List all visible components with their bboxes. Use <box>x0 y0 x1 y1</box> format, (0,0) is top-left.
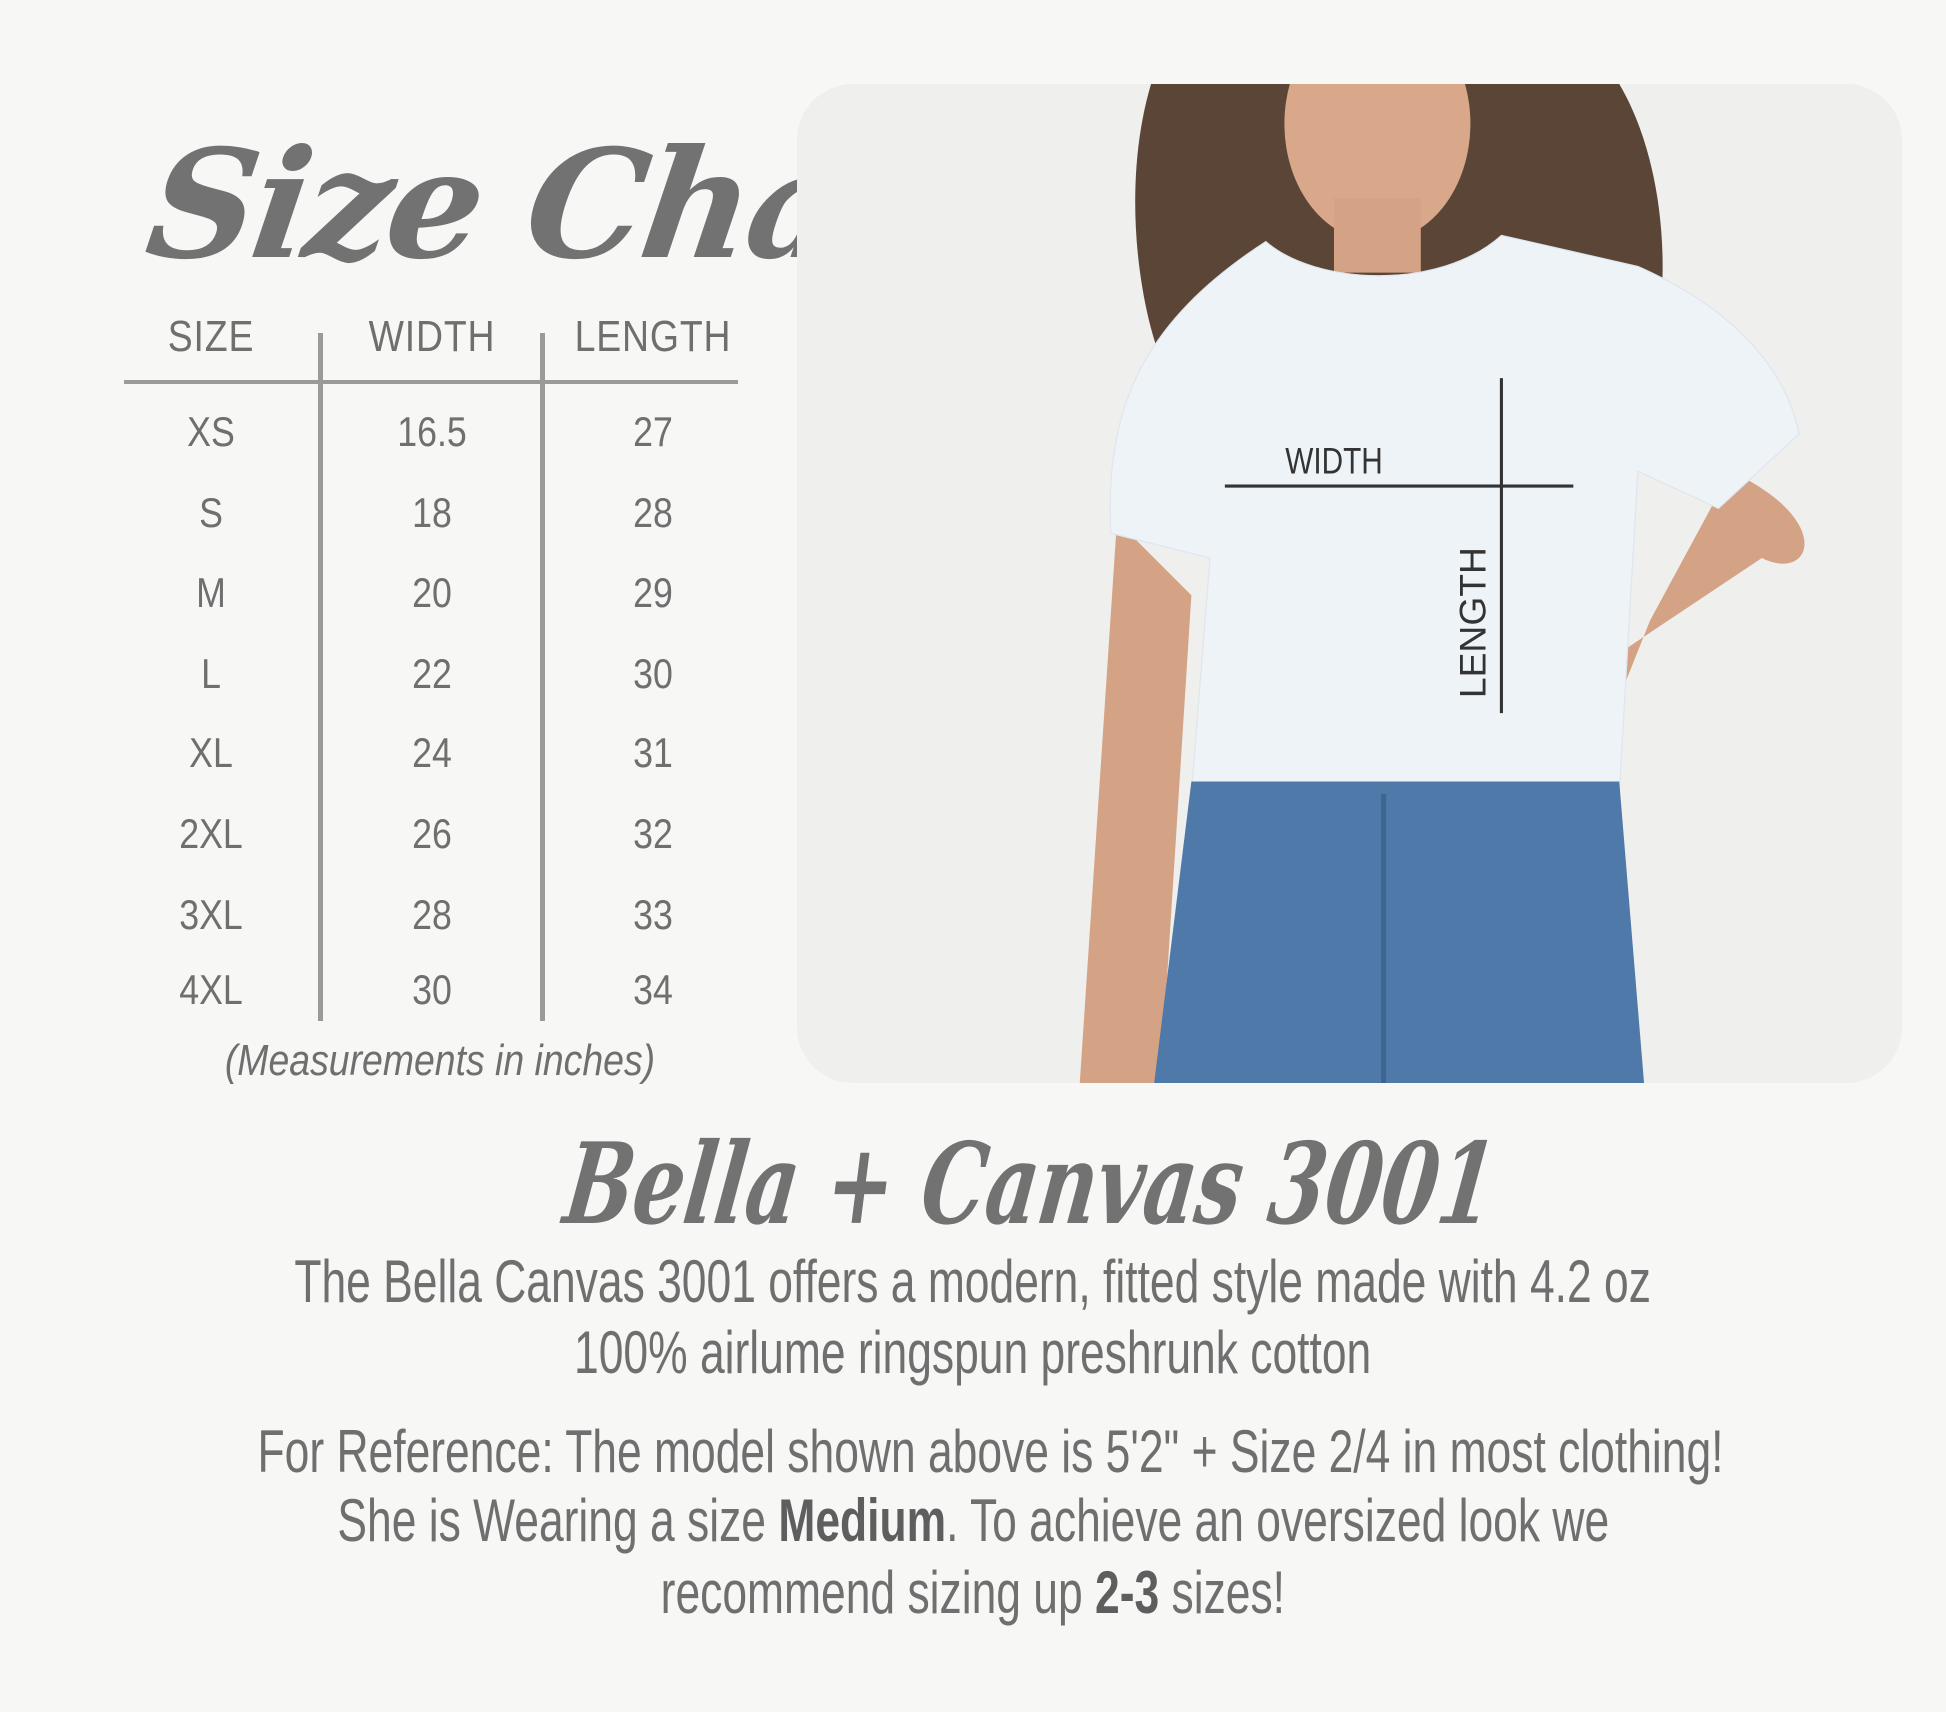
reference-text: For Reference: The model shown above is … <box>257 1418 1724 1485</box>
size-chart-title: Size Chart <box>137 117 995 293</box>
reference-text: . To achieve an oversized look we <box>945 1487 1609 1554</box>
width-cell: 18 <box>412 489 452 536</box>
brand-title: Bella + Canvas 3001 <box>557 1119 1504 1250</box>
header-size: SIZE <box>167 312 255 361</box>
description-text: 100% airlume ringspun preshrunk cotton <box>574 1319 1372 1386</box>
measurement-note: (Measurements in inches) <box>224 1036 656 1085</box>
header-width: WIDTH <box>368 312 496 361</box>
column-divider <box>318 333 323 1021</box>
width-cell: 28 <box>412 891 452 938</box>
length-cell: 33 <box>633 891 673 938</box>
reference-text: recommend sizing up <box>660 1559 1096 1626</box>
size-cell: 3XL <box>179 891 243 938</box>
width-cell: 22 <box>412 650 452 697</box>
header-divider <box>124 380 738 384</box>
header-length: LENGTH <box>574 312 732 361</box>
size-highlight: Medium <box>778 1487 946 1554</box>
column-divider <box>540 333 545 1021</box>
size-cell: L <box>201 650 221 697</box>
arm <box>1079 520 1192 1083</box>
reference-text: She is Wearing a size <box>337 1487 779 1554</box>
length-cell: 28 <box>633 489 673 536</box>
size-up-highlight: 2-3 <box>1095 1559 1160 1626</box>
size-cell: XS <box>187 408 235 455</box>
length-cell: 27 <box>633 408 673 455</box>
width-cell: 20 <box>412 569 452 616</box>
face <box>1284 84 1471 242</box>
reference-line: For Reference: The model shown above is … <box>0 1417 1946 1487</box>
width-cell: 16.5 <box>397 408 467 455</box>
shirt <box>1109 234 1800 795</box>
length-cell: 34 <box>633 966 673 1013</box>
length-cell: 31 <box>633 729 673 776</box>
length-cell: 32 <box>633 810 673 857</box>
size-cell: 2XL <box>179 810 243 857</box>
reference-line: She is Wearing a size Medium. To achieve… <box>0 1486 1946 1556</box>
jeans <box>1154 781 1645 1083</box>
size-cell: M <box>196 569 226 616</box>
model-photo: WIDTH LENGTH <box>797 84 1902 1083</box>
description-line: The Bella Canvas 3001 offers a modern, f… <box>0 1247 1946 1317</box>
arm <box>1600 471 1805 745</box>
reference-line: recommend sizing up 2-3 sizes! <box>0 1558 1946 1628</box>
width-label: WIDTH <box>1285 441 1382 483</box>
description-text: The Bella Canvas 3001 offers a modern, f… <box>294 1248 1652 1315</box>
size-cell: S <box>199 489 223 536</box>
width-cell: 24 <box>412 729 452 776</box>
width-cell: 30 <box>412 966 452 1013</box>
description-line: 100% airlume ringspun preshrunk cotton <box>0 1318 1946 1388</box>
size-cell: 4XL <box>179 966 243 1013</box>
size-cell: XL <box>189 729 233 776</box>
reference-text: sizes! <box>1159 1559 1286 1626</box>
length-label: LENGTH <box>1451 547 1493 698</box>
length-cell: 29 <box>633 569 673 616</box>
width-cell: 26 <box>412 810 452 857</box>
length-cell: 30 <box>633 650 673 697</box>
